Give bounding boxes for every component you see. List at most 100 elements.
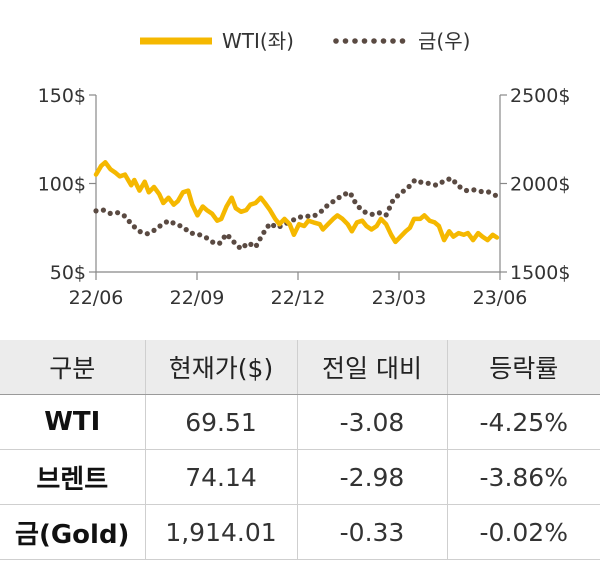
gold-series-point [356, 204, 362, 211]
row-change-rate: -3.86% [446, 449, 600, 505]
x-tick-label: 23/06 [473, 287, 528, 309]
header-category: 구분 [0, 340, 145, 395]
price-table: 구분 현재가($) 전일 대비 등락률 WTI 69.51 -3.08 -4.2… [0, 340, 600, 560]
gold-series-point [163, 219, 169, 225]
gold-series-point [452, 179, 458, 185]
gold-series-point [257, 236, 263, 242]
row-change-rate: -4.25% [446, 394, 600, 450]
x-tick-label: 22/06 [69, 287, 124, 309]
header-change: 전일 대비 [296, 340, 447, 395]
gold-series-point [312, 212, 318, 218]
gold-series-point [386, 205, 392, 211]
gold-series [93, 176, 498, 250]
gold-series-point [432, 182, 439, 188]
table-row: 금(Gold) 1,914.01 -0.33 -0.02% [0, 504, 600, 560]
row-price: 1,914.01 [144, 504, 297, 560]
legend-gold-dot [352, 38, 358, 44]
gold-series-point [157, 223, 163, 229]
row-label: 브렌트 [0, 449, 145, 505]
gold-series-point [291, 217, 297, 223]
gold-series-point [336, 194, 342, 201]
gold-series-point [383, 212, 389, 218]
gold-series-point [478, 188, 484, 195]
gold-series-point [471, 187, 477, 193]
gold-series-point [492, 192, 498, 198]
gold-series-point [425, 180, 431, 186]
gold-series-point [297, 214, 304, 220]
gold-series-point [210, 239, 216, 245]
gold-series-point [389, 198, 396, 204]
left-tick-label: 150$ [38, 85, 86, 107]
row-label: 금(Gold) [0, 504, 145, 560]
row-price: 69.51 [144, 394, 297, 450]
gold-series-point [348, 192, 354, 198]
gold-series-point [406, 183, 412, 190]
legend-gold-dot [380, 38, 387, 44]
table-row: WTI 69.51 -3.08 -4.25% [0, 394, 600, 450]
gold-series-point [177, 223, 183, 229]
gold-series-point [324, 203, 330, 209]
left-tick-label: 100$ [38, 174, 86, 196]
gold-series-point [457, 184, 463, 190]
legend-gold-dot [390, 38, 396, 44]
x-tick-label: 22/09 [170, 287, 225, 309]
gold-series-point [330, 199, 336, 205]
gold-series-point [115, 210, 121, 216]
gold-series-point [236, 244, 242, 250]
axes [95, 95, 501, 273]
gold-series-point [107, 210, 113, 216]
gold-series-point [221, 234, 227, 240]
x-tick-label: 22/12 [271, 287, 326, 309]
left-axis-ticks: 150$ 100$ 50$ [38, 85, 96, 284]
gold-series-point [394, 193, 401, 199]
gold-series-point [203, 235, 210, 241]
gold-series-point [93, 208, 99, 214]
right-tick-label: 2000$ [510, 174, 570, 196]
right-tick-label: 1500$ [510, 262, 570, 284]
gold-series-point [265, 223, 271, 229]
gold-series-point [418, 179, 424, 185]
gold-series-point [183, 227, 189, 233]
legend-gold-swatch [333, 38, 406, 44]
legend-gold-dot [333, 38, 339, 44]
gold-series-point [242, 243, 248, 249]
legend-gold-dot [371, 38, 377, 44]
left-tick-label: 50$ [50, 262, 86, 284]
x-axis-ticks: 22/06 22/09 22/12 23/03 23/06 [69, 272, 528, 309]
gold-series-point [151, 227, 157, 233]
row-change-rate: -0.02% [446, 504, 600, 560]
gold-series-point [411, 178, 417, 184]
gold-series-point [343, 191, 349, 197]
legend-gold-dot [342, 38, 349, 44]
gold-series-point [305, 213, 311, 219]
x-tick-label: 23/03 [372, 287, 427, 309]
gold-series-point [248, 241, 254, 247]
header-current-price: 현재가($) [144, 340, 297, 395]
gold-series-point [126, 218, 132, 225]
row-change: -0.33 [296, 504, 447, 560]
gold-series-point [231, 239, 237, 245]
legend-gold-dot [361, 38, 368, 44]
gold-series-point [100, 207, 106, 213]
gold-series-point [226, 234, 232, 240]
gold-series-point [486, 189, 492, 195]
wti-series-line [93, 160, 500, 245]
gold-series-point [439, 179, 445, 185]
gold-series-point [463, 187, 470, 194]
table-header-row: 구분 현재가($) 전일 대비 등락률 [0, 340, 600, 395]
gold-series-point [318, 208, 324, 214]
gold-series-point [170, 220, 176, 226]
gold-series-point [400, 188, 406, 194]
gold-series-point [369, 211, 375, 217]
gold-series-point [217, 240, 223, 246]
row-change: -2.98 [296, 449, 447, 505]
legend: WTI(좌) 금(우) [140, 29, 470, 53]
gold-series-point [446, 176, 452, 182]
right-axis-ticks: 2500$ 2000$ 1500$ [500, 85, 570, 284]
gold-series-point [376, 210, 382, 216]
gold-series-point [271, 222, 277, 229]
gold-series-point [261, 229, 267, 235]
gold-series-point [352, 199, 358, 205]
gold-series-point [137, 229, 143, 235]
gold-series-point [189, 230, 195, 236]
